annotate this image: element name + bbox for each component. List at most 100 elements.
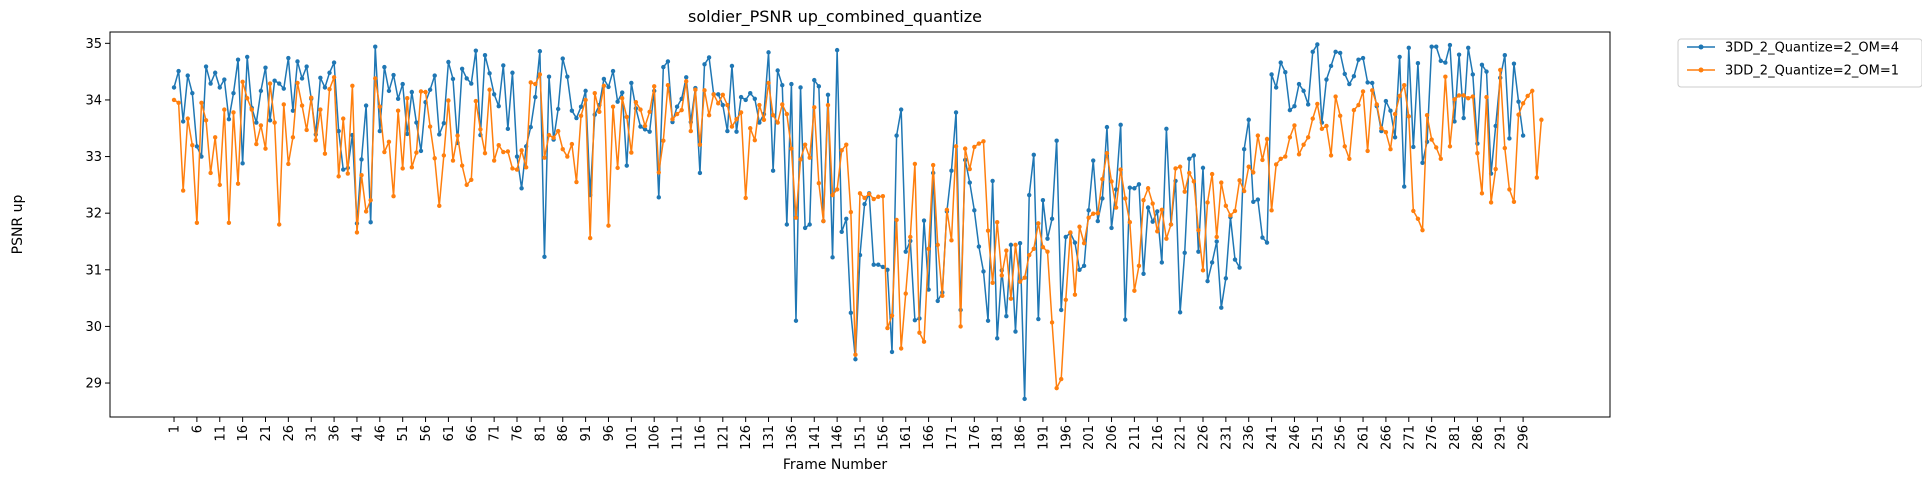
x-tick-label: 66 xyxy=(465,425,480,442)
data-point xyxy=(629,150,634,155)
chart-title: soldier_PSNR up_combined_quantize xyxy=(688,7,982,27)
data-point xyxy=(1260,235,1265,240)
data-point xyxy=(798,157,803,162)
data-point xyxy=(647,109,652,115)
data-point xyxy=(1443,60,1448,65)
x-tick-label: 261 xyxy=(1357,425,1372,450)
data-point xyxy=(542,254,547,259)
legend-entry: 3DD_2_Quantize=2_OM=4 xyxy=(1687,41,1899,56)
data-point xyxy=(807,222,812,227)
x-tick-label: 216 xyxy=(1151,425,1166,450)
data-point xyxy=(1493,123,1498,129)
series-line xyxy=(173,43,1524,400)
data-point xyxy=(409,89,415,95)
data-point xyxy=(1031,152,1036,158)
y-tick-label: 35 xyxy=(85,37,102,52)
data-point xyxy=(286,161,291,167)
x-tick-label: 141 xyxy=(808,425,823,450)
data-point xyxy=(1278,60,1283,65)
x-tick-label: 201 xyxy=(1082,425,1097,450)
data-point xyxy=(770,113,776,118)
data-point xyxy=(674,104,680,109)
data-point xyxy=(1232,257,1238,262)
x-tick-label: 101 xyxy=(625,425,640,450)
data-point xyxy=(231,110,236,115)
data-point xyxy=(1484,69,1489,74)
data-point xyxy=(377,128,383,134)
data-point xyxy=(656,195,661,200)
data-point xyxy=(212,70,218,75)
data-point xyxy=(423,89,428,95)
y-axis: 29 30 31 32 33 34 35 xyxy=(85,37,110,392)
data-point xyxy=(633,100,639,105)
data-point xyxy=(981,139,986,144)
x-tick-label: 191 xyxy=(1036,425,1051,450)
data-point xyxy=(601,83,607,88)
data-point xyxy=(725,102,730,108)
data-point xyxy=(1040,197,1046,203)
data-point xyxy=(473,98,479,104)
data-point xyxy=(825,92,831,98)
data-point xyxy=(610,104,616,109)
x-tick-label: 276 xyxy=(1425,425,1440,450)
data-point xyxy=(583,88,588,94)
data-point xyxy=(885,325,890,331)
data-point xyxy=(1333,94,1338,99)
data-point xyxy=(885,267,890,272)
data-point xyxy=(812,77,817,83)
legend-label: 3DD_2_Quantize=2_OM=4 xyxy=(1725,41,1899,56)
data-point xyxy=(1429,137,1434,142)
data-point xyxy=(1511,61,1517,66)
data-point xyxy=(592,90,597,96)
data-point xyxy=(249,107,254,112)
data-point xyxy=(1370,88,1375,93)
data-point xyxy=(1123,196,1128,201)
data-point xyxy=(482,150,488,156)
data-point xyxy=(1246,117,1251,122)
data-point xyxy=(903,291,908,296)
data-point xyxy=(1159,207,1165,212)
data-point xyxy=(1173,166,1178,171)
data-point xyxy=(336,174,341,179)
data-point xyxy=(752,96,758,102)
data-point xyxy=(638,107,643,112)
data-point xyxy=(848,310,854,316)
data-point xyxy=(382,149,387,155)
data-point xyxy=(953,144,959,149)
data-point xyxy=(464,76,469,81)
data-point xyxy=(629,80,634,86)
y-tick-label: 32 xyxy=(85,207,102,222)
data-point xyxy=(706,55,712,60)
x-tick-label: 256 xyxy=(1334,425,1349,450)
data-point xyxy=(995,336,1000,341)
data-point xyxy=(844,142,849,147)
data-point xyxy=(1383,98,1389,104)
data-point xyxy=(1530,88,1535,94)
data-point xyxy=(976,244,982,249)
data-point xyxy=(222,107,227,112)
data-point xyxy=(1136,182,1142,187)
data-point xyxy=(482,53,488,58)
data-point xyxy=(487,87,492,92)
data-point xyxy=(1502,145,1508,151)
data-point xyxy=(967,166,972,172)
data-point xyxy=(642,123,648,129)
data-point xyxy=(254,141,259,147)
data-point xyxy=(208,81,213,86)
x-tick-label: 6 xyxy=(190,425,205,433)
data-point xyxy=(615,99,620,104)
data-point xyxy=(716,101,721,106)
data-point xyxy=(341,116,346,121)
data-point xyxy=(469,81,474,86)
data-point xyxy=(1415,216,1421,222)
data-point xyxy=(363,209,369,214)
x-tick-label: 211 xyxy=(1128,425,1143,450)
data-point xyxy=(1333,49,1338,55)
data-point xyxy=(812,105,817,110)
data-point xyxy=(1049,216,1055,222)
x-tick-label: 21 xyxy=(259,425,274,442)
data-point xyxy=(286,55,291,61)
data-point xyxy=(395,108,401,113)
data-point xyxy=(1013,329,1018,334)
